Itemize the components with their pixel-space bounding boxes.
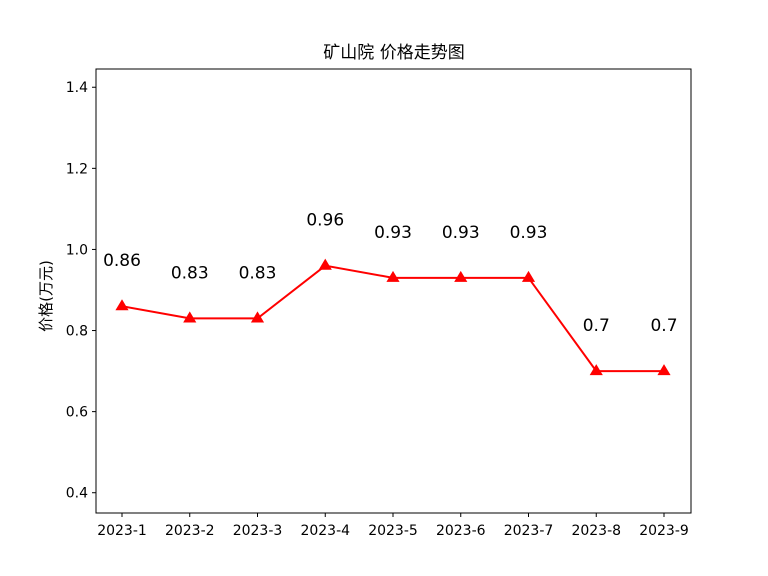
data-point-marker <box>250 311 265 323</box>
data-point-marker <box>115 299 129 311</box>
data-point-marker <box>657 364 671 376</box>
data-point-marker <box>454 270 468 282</box>
y-tick-label: 0.4 <box>66 486 88 502</box>
series-layer <box>115 258 671 376</box>
data-point-marker <box>183 311 197 323</box>
x-tick-label: 2023-9 <box>639 523 689 539</box>
data-point-marker <box>521 270 536 282</box>
y-tick-label: 0.8 <box>66 324 88 340</box>
x-tick-label: 2023-2 <box>165 523 215 539</box>
data-point-marker <box>386 270 400 282</box>
data-label: 0.93 <box>442 223 480 243</box>
data-label: 0.93 <box>510 223 548 243</box>
x-tick-label: 2023-6 <box>436 523 486 539</box>
y-tick-label: 0.6 <box>66 405 88 421</box>
data-label: 0.96 <box>306 211 344 231</box>
data-label: 0.7 <box>650 316 677 336</box>
data-point-marker <box>318 258 332 270</box>
plot-area-frame <box>95 68 692 514</box>
y-tick-label: 1.0 <box>66 242 88 258</box>
x-tick-label: 2023-7 <box>504 523 554 539</box>
y-tick-label: 1.2 <box>66 161 88 177</box>
x-tick-label: 2023-8 <box>571 523 621 539</box>
x-tick-label: 2023-4 <box>300 523 350 539</box>
data-label: 0.83 <box>239 263 277 283</box>
y-tick-label: 1.4 <box>66 80 88 96</box>
y-axis: 0.4 0.6 0.8 1.0 1.2 1.4 <box>66 80 96 502</box>
data-label: 0.86 <box>103 251 141 271</box>
data-label: 0.7 <box>583 316 610 336</box>
data-label: 0.93 <box>374 223 412 243</box>
x-tick-label: 2023-1 <box>97 523 147 539</box>
y-axis-label: 价格(万元) <box>37 260 55 332</box>
data-label: 0.83 <box>171 263 209 283</box>
chart-title: 矿山院 价格走势图 <box>323 43 464 63</box>
x-axis: 2023-1 2023-2 2023-3 2023-4 2023-5 2023-6 2023… <box>97 513 689 539</box>
x-tick-label: 2023-5 <box>368 523 418 539</box>
data-labels: 0.86 0.83 0.83 0.96 0.93 0.93 0.93 0.7 0.7 <box>103 211 677 336</box>
x-tick-label: 2023-3 <box>233 523 283 539</box>
data-point-marker <box>589 364 603 376</box>
